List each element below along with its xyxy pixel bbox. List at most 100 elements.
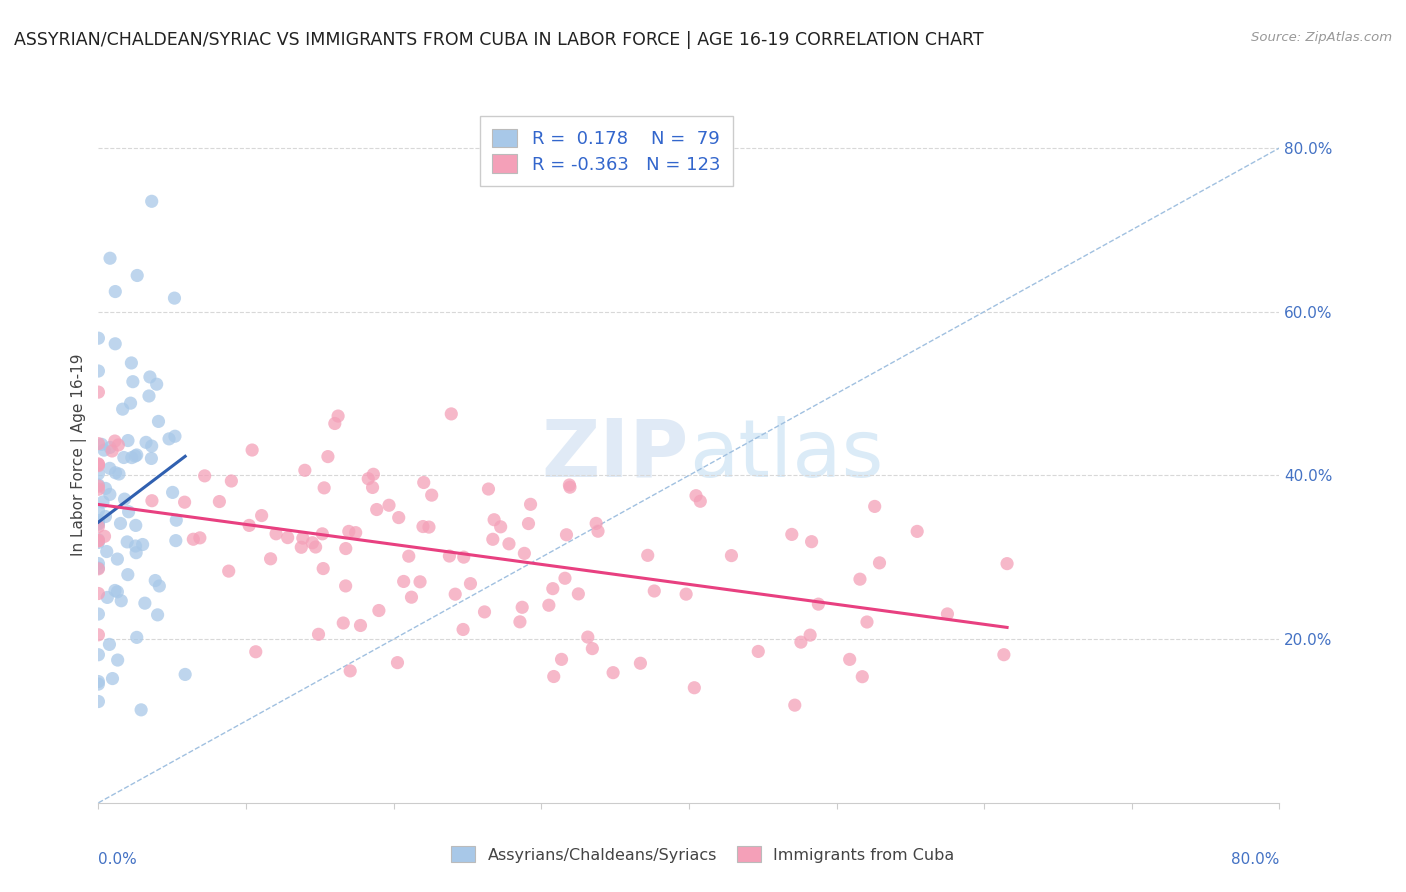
Point <box>125 631 148 645</box>
Point <box>482 513 505 527</box>
Point <box>148 579 170 593</box>
Point <box>936 607 959 621</box>
Legend: R =  0.178    N =  79, R = -0.363   N = 123: R = 0.178 N = 79, R = -0.363 N = 123 <box>479 116 733 186</box>
Point <box>87 457 110 471</box>
Point <box>337 524 360 539</box>
Point <box>856 615 879 629</box>
Point <box>111 402 134 417</box>
Point <box>993 648 1015 662</box>
Point <box>218 564 240 578</box>
Point <box>87 385 110 400</box>
Point <box>314 481 336 495</box>
Point <box>125 448 148 462</box>
Point <box>148 414 170 428</box>
Point <box>905 524 928 539</box>
Point <box>93 529 115 543</box>
Point <box>849 572 872 586</box>
Point <box>519 497 541 511</box>
Point <box>115 535 138 549</box>
Point <box>388 510 411 524</box>
Point <box>451 623 474 637</box>
Point <box>141 194 163 209</box>
Point <box>807 597 830 611</box>
Point <box>108 467 131 481</box>
Point <box>107 653 129 667</box>
Point <box>509 615 531 629</box>
Point <box>301 535 323 549</box>
Point <box>121 450 143 465</box>
Point <box>112 450 135 465</box>
Point <box>221 474 243 488</box>
Point <box>143 574 166 588</box>
Point <box>87 458 110 473</box>
Point <box>117 505 139 519</box>
Point <box>747 644 769 658</box>
Point <box>163 429 186 443</box>
Point <box>460 576 482 591</box>
Point <box>121 375 143 389</box>
Point <box>799 628 821 642</box>
Point <box>537 599 560 613</box>
Point <box>105 552 128 566</box>
Point <box>87 467 110 481</box>
Point <box>240 443 263 458</box>
Text: Source: ZipAtlas.com: Source: ZipAtlas.com <box>1251 31 1392 45</box>
Point <box>98 441 121 455</box>
Point <box>87 607 110 621</box>
Point <box>291 531 314 545</box>
Point <box>259 551 281 566</box>
Point <box>87 479 110 493</box>
Point <box>637 549 659 563</box>
Point <box>135 435 157 450</box>
Point <box>863 500 886 514</box>
Point <box>117 567 139 582</box>
Point <box>554 571 576 585</box>
Point <box>378 498 401 512</box>
Point <box>87 677 110 691</box>
Point <box>101 672 124 686</box>
Point <box>141 451 163 466</box>
Point <box>628 657 651 671</box>
Point <box>294 463 316 477</box>
Point <box>104 434 127 448</box>
Point <box>127 268 149 283</box>
Point <box>141 439 163 453</box>
Point <box>245 645 267 659</box>
Point <box>304 540 326 554</box>
Point <box>335 541 357 556</box>
Point <box>104 285 127 299</box>
Point <box>643 584 665 599</box>
Point <box>290 541 312 555</box>
Point <box>543 669 565 683</box>
Point <box>477 482 499 496</box>
Point <box>90 437 112 451</box>
Point <box>453 550 475 565</box>
Point <box>585 516 607 531</box>
Point <box>851 670 873 684</box>
Point <box>498 537 520 551</box>
Point <box>344 525 367 540</box>
Point <box>335 579 357 593</box>
Point <box>586 524 609 539</box>
Point <box>311 526 333 541</box>
Point <box>87 516 110 530</box>
Point <box>367 603 389 617</box>
Point <box>602 665 624 680</box>
Point <box>87 562 110 576</box>
Text: atlas: atlas <box>689 416 883 494</box>
Point <box>398 549 420 564</box>
Point <box>800 534 823 549</box>
Point <box>264 526 287 541</box>
Point <box>838 652 860 666</box>
Point <box>250 508 273 523</box>
Point <box>94 509 117 524</box>
Point <box>418 520 440 534</box>
Point <box>87 436 110 450</box>
Point <box>87 478 110 492</box>
Point <box>141 493 163 508</box>
Point <box>174 667 197 681</box>
Point <box>87 694 110 708</box>
Point <box>107 438 129 452</box>
Point <box>420 488 443 502</box>
Point <box>145 377 167 392</box>
